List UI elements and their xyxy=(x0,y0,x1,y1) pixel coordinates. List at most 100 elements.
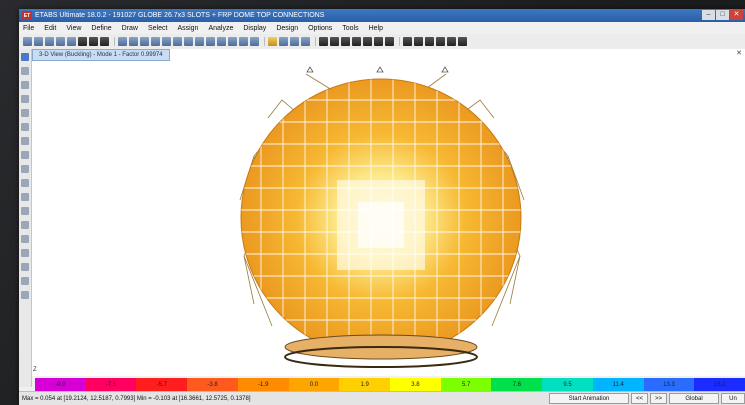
draw-area-icon[interactable] xyxy=(21,165,29,173)
draw-opening-icon[interactable] xyxy=(385,37,394,46)
draw-frame-icon[interactable] xyxy=(319,37,328,46)
assign-shell-icon[interactable] xyxy=(425,37,434,46)
3d-view-icon[interactable] xyxy=(184,37,193,46)
close-view-icon[interactable]: ✕ xyxy=(736,50,742,57)
show-loads-icon[interactable] xyxy=(279,37,288,46)
menu-display[interactable]: Display xyxy=(243,24,267,32)
legend-swatch: -3.8 xyxy=(187,378,238,391)
draw-column-icon[interactable] xyxy=(341,37,350,46)
draw-wall-tool-icon[interactable] xyxy=(21,193,29,201)
close-button[interactable]: ✕ xyxy=(730,10,743,20)
draw-wall-icon[interactable] xyxy=(363,37,372,46)
axis-label: Z xyxy=(33,367,37,373)
draw-beam-icon[interactable] xyxy=(352,37,361,46)
perspective-icon[interactable] xyxy=(228,37,237,46)
show-forces-icon[interactable] xyxy=(301,37,310,46)
menu-analyze[interactable]: Analyze xyxy=(208,24,234,32)
buckling-dome-model[interactable] xyxy=(32,60,745,378)
window-controls: – □ ✕ xyxy=(701,10,743,21)
assign-link-icon[interactable] xyxy=(436,37,445,46)
draw-cross-icon[interactable] xyxy=(21,151,29,159)
zoom-rubber-band-icon[interactable] xyxy=(118,37,127,46)
draw-slab-tool-icon[interactable] xyxy=(21,221,29,229)
draw-beam-tool-icon[interactable] xyxy=(21,123,29,131)
zoom-previous-icon[interactable] xyxy=(162,37,171,46)
legend-swatch: 1.9 xyxy=(339,378,391,391)
draw-opening-tool-icon[interactable] xyxy=(21,207,29,215)
view-tab[interactable]: 3-D View (Buckling) - Mode 1 - Factor 0.… xyxy=(32,49,170,61)
menu-select[interactable]: Select xyxy=(147,24,168,32)
legend-swatch: 11.4 xyxy=(592,378,644,391)
zoom-out-icon[interactable] xyxy=(151,37,160,46)
draw-rectangle-icon[interactable] xyxy=(21,179,29,187)
lock-icon[interactable] xyxy=(89,37,98,46)
pointer-icon[interactable] xyxy=(21,53,29,61)
legend-swatch: -7.5 xyxy=(85,378,137,391)
draw-section-cut-icon[interactable] xyxy=(21,277,29,285)
new-model-icon[interactable] xyxy=(23,37,32,46)
legend-swatch: 0.0 xyxy=(288,378,340,391)
next-mode-button[interactable]: >> xyxy=(649,393,667,404)
assign-load-icon[interactable] xyxy=(447,37,456,46)
elevation-view-icon[interactable] xyxy=(206,37,215,46)
menu-design[interactable]: Design xyxy=(276,24,299,32)
move-down-icon[interactable] xyxy=(250,37,259,46)
run-analysis-icon[interactable] xyxy=(100,37,109,46)
legend-swatch: 13.3 xyxy=(643,378,695,391)
draw-polyline-icon[interactable] xyxy=(21,95,29,103)
draw-reference-point-icon[interactable] xyxy=(21,291,29,299)
menu-define[interactable]: Define xyxy=(91,24,112,32)
design-icon[interactable] xyxy=(458,37,467,46)
dome-base-ring xyxy=(284,334,478,368)
menu-bar: File Edit View Define Draw Select Assign… xyxy=(19,22,745,34)
menu-options[interactable]: Options xyxy=(308,24,333,32)
legend-swatch: 3.8 xyxy=(390,378,441,391)
units-select[interactable]: Un xyxy=(721,393,745,404)
pan-icon[interactable] xyxy=(173,37,182,46)
assign-frame-icon[interactable] xyxy=(414,37,423,46)
toolbar-divider xyxy=(264,37,265,46)
draw-brace-tool-icon[interactable] xyxy=(21,137,29,145)
open-icon[interactable] xyxy=(34,37,43,46)
menu-file[interactable]: File xyxy=(23,24,35,32)
zoom-restore-icon[interactable] xyxy=(129,37,138,46)
toolbar-divider xyxy=(315,37,316,46)
menu-edit[interactable]: Edit xyxy=(44,24,57,32)
minimize-button[interactable]: – xyxy=(702,10,715,20)
draw-brace-icon[interactable] xyxy=(330,37,339,46)
menu-tools[interactable]: Tools xyxy=(342,24,359,32)
toolbar-divider xyxy=(114,37,115,46)
draw-grid-icon[interactable] xyxy=(21,263,29,271)
save-icon[interactable] xyxy=(45,37,54,46)
draw-line-icon[interactable] xyxy=(21,81,29,89)
toolbar-divider xyxy=(399,37,400,46)
zoom-in-icon[interactable] xyxy=(140,37,149,46)
legend-swatch: -1.9 xyxy=(237,378,289,391)
assign-joint-icon[interactable] xyxy=(403,37,412,46)
pencil-icon[interactable] xyxy=(78,37,87,46)
menu-draw[interactable]: Draw xyxy=(121,24,138,32)
draw-slab-icon[interactable] xyxy=(374,37,383,46)
reshape-icon[interactable] xyxy=(21,67,29,75)
menu-assign[interactable]: Assign xyxy=(177,24,199,32)
undo-icon[interactable] xyxy=(56,37,65,46)
coordinate-system-select[interactable]: Global xyxy=(669,393,719,404)
redo-icon[interactable] xyxy=(67,37,76,46)
rotate-icon[interactable] xyxy=(217,37,226,46)
maximize-button[interactable]: □ xyxy=(716,10,729,20)
menu-view[interactable]: View xyxy=(66,24,82,32)
previous-mode-button[interactable]: << xyxy=(630,393,648,404)
legend-swatch: 5.7 xyxy=(440,378,492,391)
show-undeformed-icon[interactable] xyxy=(268,37,277,46)
start-animation-button[interactable]: Start Animation xyxy=(548,393,629,404)
draw-ramp-icon[interactable] xyxy=(21,235,29,243)
move-up-icon[interactable] xyxy=(239,37,248,46)
show-deformed-icon[interactable] xyxy=(290,37,299,46)
draw-dimension-icon[interactable] xyxy=(21,249,29,257)
plan-view-icon[interactable] xyxy=(195,37,204,46)
draw-column-tool-icon[interactable] xyxy=(21,109,29,117)
menu-help[interactable]: Help xyxy=(368,24,383,32)
top-supports xyxy=(306,66,449,73)
status-bar: Max = 0.054 at [19.2124, 12.5187, 0.7993… xyxy=(19,391,745,405)
etabs-window: ET ETABS Ultimate 18.0.2 - 191027 GLOBE … xyxy=(19,9,745,405)
